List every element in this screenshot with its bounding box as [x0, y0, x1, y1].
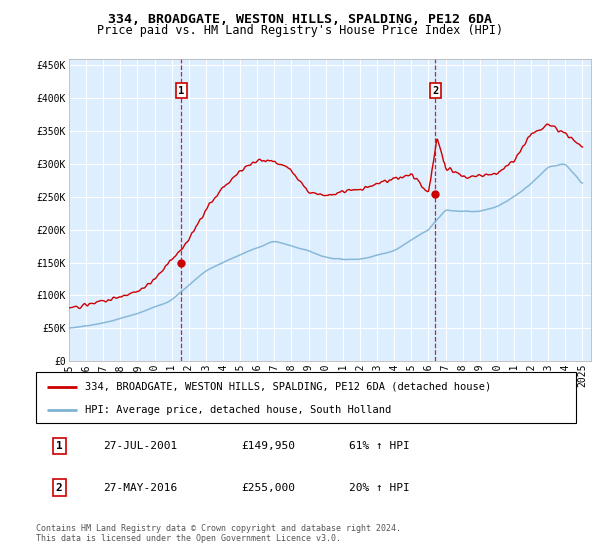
Text: Price paid vs. HM Land Registry's House Price Index (HPI): Price paid vs. HM Land Registry's House … — [97, 24, 503, 38]
FancyBboxPatch shape — [36, 372, 576, 423]
Text: HPI: Average price, detached house, South Holland: HPI: Average price, detached house, Sout… — [85, 405, 391, 415]
Text: 2: 2 — [56, 483, 62, 493]
Text: 1: 1 — [56, 441, 62, 451]
Text: 334, BROADGATE, WESTON HILLS, SPALDING, PE12 6DA (detached house): 334, BROADGATE, WESTON HILLS, SPALDING, … — [85, 381, 491, 391]
Text: £255,000: £255,000 — [241, 483, 295, 493]
Text: 27-JUL-2001: 27-JUL-2001 — [104, 441, 178, 451]
Text: 20% ↑ HPI: 20% ↑ HPI — [349, 483, 410, 493]
Text: 1: 1 — [178, 86, 185, 96]
Text: 27-MAY-2016: 27-MAY-2016 — [104, 483, 178, 493]
Text: 2: 2 — [433, 86, 439, 96]
Text: 61% ↑ HPI: 61% ↑ HPI — [349, 441, 410, 451]
Text: Contains HM Land Registry data © Crown copyright and database right 2024.
This d: Contains HM Land Registry data © Crown c… — [36, 524, 401, 543]
Text: 334, BROADGATE, WESTON HILLS, SPALDING, PE12 6DA: 334, BROADGATE, WESTON HILLS, SPALDING, … — [108, 13, 492, 26]
Text: £149,950: £149,950 — [241, 441, 295, 451]
